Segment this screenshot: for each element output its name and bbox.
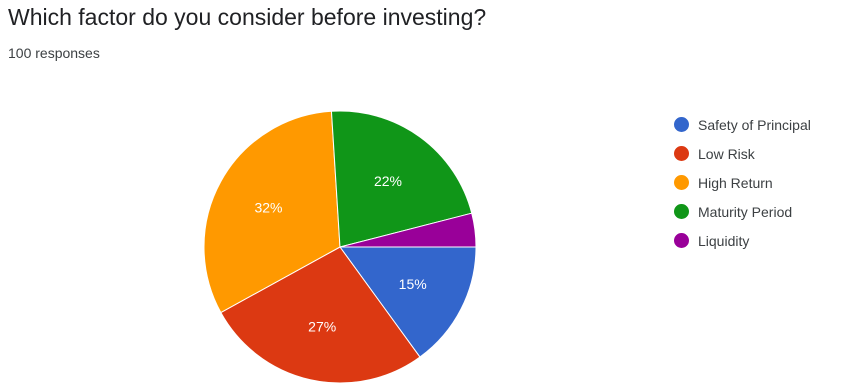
legend-label: High Return: [698, 174, 773, 191]
legend-swatch-icon: [674, 146, 689, 161]
legend-swatch-icon: [674, 233, 689, 248]
slice-label-maturity-period: 22%: [374, 173, 402, 189]
legend-swatch-icon: [674, 117, 689, 132]
pie-slice-low-risk[interactable]: [220, 246, 421, 384]
legend-item-low-risk[interactable]: Low Risk: [674, 139, 811, 168]
legend-label: Low Risk: [698, 145, 755, 162]
pie-slice-liquidity[interactable]: [339, 212, 477, 248]
legend-item-high-return[interactable]: High Return: [674, 168, 811, 197]
legend-item-liquidity[interactable]: Liquidity: [674, 226, 811, 255]
legend-swatch-icon: [674, 204, 689, 219]
slice-label-low-risk: 27%: [308, 319, 336, 335]
legend-label: Liquidity: [698, 232, 750, 249]
slice-label-safety-of-principal: 15%: [399, 276, 427, 292]
legend-item-safety-of-principal[interactable]: Safety of Principal: [674, 110, 811, 139]
chart-legend: Safety of Principal Low Risk High Return Ma…: [674, 110, 811, 255]
slice-label-high-return: 32%: [254, 200, 282, 216]
pie-slice-safety-of-principal[interactable]: [339, 246, 477, 358]
pie-slice-maturity-period[interactable]: [330, 110, 473, 248]
legend-swatch-icon: [674, 175, 689, 190]
pie-slice-high-return[interactable]: [203, 110, 341, 314]
legend-label: Safety of Principal: [698, 116, 811, 133]
legend-label: Maturity Period: [698, 203, 793, 220]
legend-item-maturity-period[interactable]: Maturity Period: [674, 197, 811, 226]
response-count: 100 responses: [8, 45, 100, 61]
question-title: Which factor do you consider before inve…: [8, 4, 487, 30]
